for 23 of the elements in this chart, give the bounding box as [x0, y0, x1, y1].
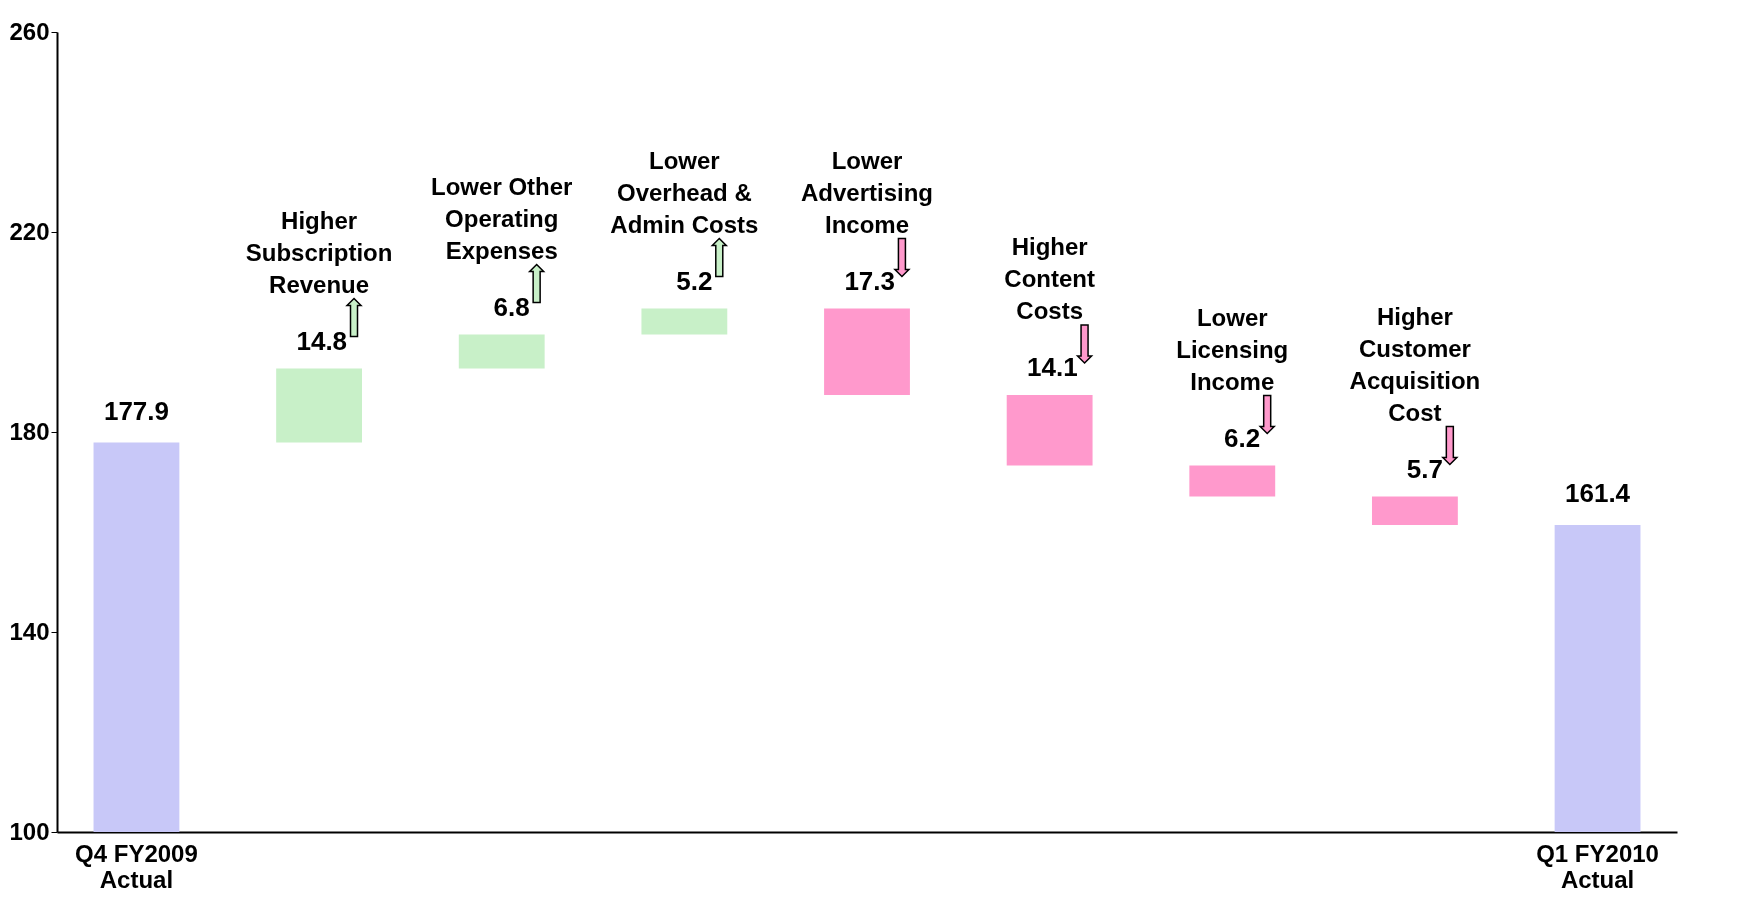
x-tick-label: Lower Advertising Income [800, 146, 934, 238]
data-label: 5.7 [1406, 453, 1443, 484]
x-tick-label: Lower Other Operating Expenses [431, 172, 573, 264]
x-tick-label: Lower Licensing Income [1176, 303, 1289, 395]
x-tick-label: Higher Content Costs [1004, 233, 1095, 324]
data-label: 6.8 [493, 291, 530, 322]
x-tick-label: Q4 FY2009 Actual [75, 839, 198, 893]
x-tick-label: Higher Subscription Revenue [245, 206, 393, 298]
x-tick-label: Higher Customer Acquisition Cost [1349, 302, 1481, 426]
data-label: 161.4 [1565, 478, 1631, 508]
data-label: 6.2 [1224, 422, 1261, 453]
y-tick-label: 260 [9, 17, 50, 45]
x-tick-label: Lower Overhead & Admin Costs [610, 146, 759, 238]
data-label: 14.8 [296, 325, 348, 356]
y-tick-label: 220 [9, 217, 50, 245]
y-tick-label: 180 [9, 417, 50, 445]
data-label: 177.9 [103, 395, 169, 426]
data-label: 5.2 [676, 265, 713, 296]
data-label: 14.1 [1027, 352, 1078, 382]
x-tick-label: Q1 FY2010 Actual [1536, 839, 1659, 893]
y-tick-label: 100 [9, 817, 50, 845]
data-label: 17.3 [844, 265, 895, 296]
y-tick-label: 140 [9, 617, 50, 645]
